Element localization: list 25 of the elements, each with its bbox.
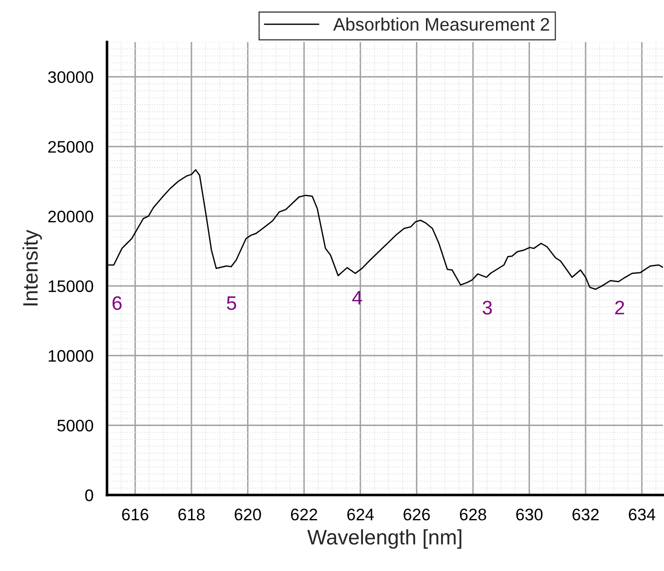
x-tick-label: 616: [122, 508, 148, 520]
y-tick-label: 5000: [57, 420, 94, 432]
x-tick-label: 624: [347, 508, 374, 520]
x-tick-label: 630: [516, 508, 543, 520]
y-tick-label: 20000: [48, 210, 94, 222]
annotation: 3: [482, 300, 492, 314]
y-tick-label: 25000: [48, 140, 94, 153]
annotation: 5: [226, 296, 236, 310]
y-axis-title: Intensity: [22, 230, 42, 306]
x-tick-label: 626: [404, 508, 430, 520]
annotation: 6: [112, 296, 122, 310]
x-tick-label: 632: [572, 508, 599, 520]
x-axis-title: Wavelength [nm]: [307, 529, 462, 549]
x-tick-label: 628: [460, 508, 486, 520]
annotation: 2: [615, 300, 624, 314]
x-tick-label: 618: [178, 508, 205, 520]
y-tick-label: 30000: [48, 71, 94, 84]
x-tick-label: 622: [291, 508, 318, 520]
annotation: 4: [352, 290, 362, 304]
y-tick-label: 10000: [48, 350, 94, 362]
x-tick-label: 620: [234, 508, 262, 520]
y-tick-label: 15000: [48, 280, 94, 292]
x-tick-label: 634: [628, 508, 656, 520]
legend-label: Absorbtion Measurement 2: [333, 18, 550, 31]
y-tick-label: 0: [85, 489, 94, 502]
